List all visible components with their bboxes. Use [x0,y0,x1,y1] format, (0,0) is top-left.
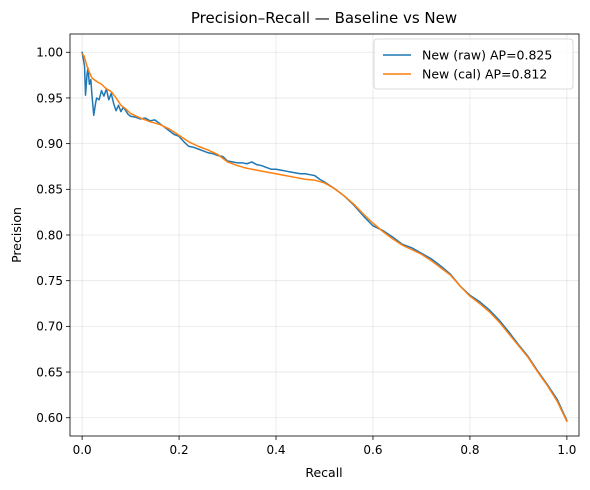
legend: New (raw) AP=0.825 New (cal) AP=0.812 [373,38,574,90]
pr-curve-cal [81,53,568,423]
y-tick-label: 0.70 [36,320,63,334]
series-layer [81,51,568,423]
pr-curve-raw [81,51,568,422]
x-axis-label: Recall [305,465,342,480]
y-tick-label: 0.80 [36,228,63,242]
y-tick-label: 0.65 [36,365,63,379]
legend-box [373,38,574,90]
y-tick-label: 0.60 [36,411,63,425]
legend-label-cal: New (cal) AP=0.812 [422,67,547,82]
tick-layer: 0.0 0.2 0.4 0.6 0.8 1.0 0.60 0.65 0.70 0.75 0.80 0.… [36,46,576,457]
x-tick-label: 0.8 [460,443,479,457]
y-tick-label: 1.00 [36,46,63,60]
x-tick-label: 0.0 [73,443,92,457]
x-tick-label: 0.2 [170,443,189,457]
y-tick-label: 0.95 [36,91,63,105]
y-tick-label: 0.90 [36,137,63,151]
grid [70,34,579,436]
x-tick-label: 0.4 [266,443,285,457]
y-tick-label: 0.85 [36,183,63,197]
y-tick-label: 0.75 [36,274,63,288]
x-tick-label: 0.6 [363,443,382,457]
y-axis-label: Precision [9,207,24,263]
chart-title: Precision–Recall — Baseline vs New [191,9,457,27]
x-tick-label: 1.0 [557,443,576,457]
legend-label-raw: New (raw) AP=0.825 [422,48,552,63]
